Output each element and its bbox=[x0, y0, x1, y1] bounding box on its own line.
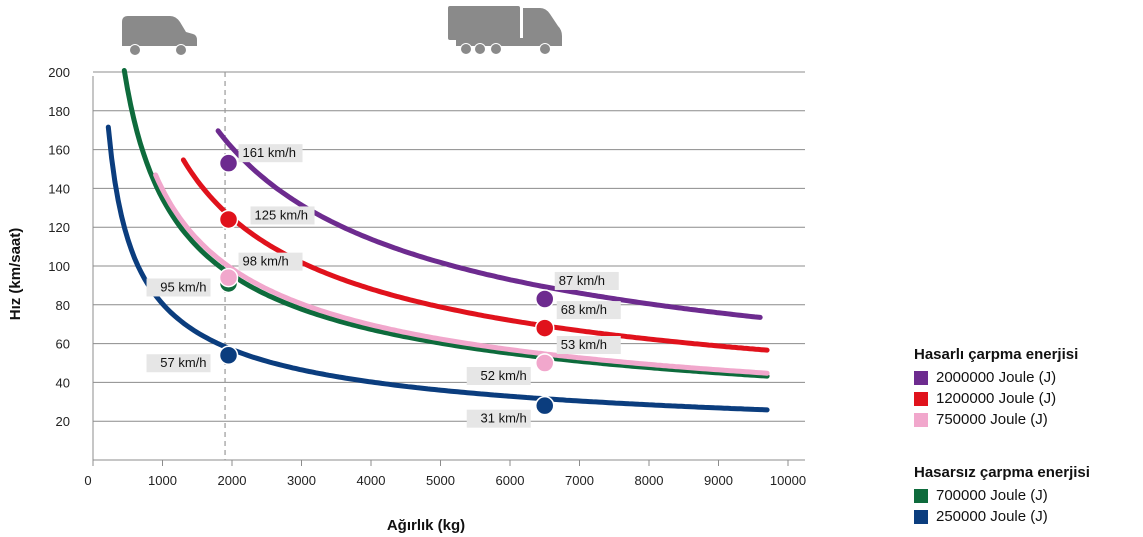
legend-label: 750000 Joule (J) bbox=[936, 411, 1048, 428]
y-axis-title: Hız (km/saat) bbox=[7, 228, 24, 321]
data-label-bg bbox=[556, 301, 621, 320]
legend-swatch bbox=[914, 412, 928, 427]
x-tick-label: 10000 bbox=[770, 473, 806, 488]
data-point bbox=[535, 318, 555, 338]
data-label: 125 km/h bbox=[255, 207, 308, 222]
x-tick-label: 1000 bbox=[148, 473, 177, 488]
y-tick-label: 120 bbox=[48, 220, 70, 235]
data-label: 52 km/h bbox=[481, 368, 527, 383]
data-point bbox=[535, 353, 555, 373]
data-label: 161 km/h bbox=[243, 145, 296, 160]
legend-item: 1200000 Joule (J) bbox=[914, 388, 1078, 409]
legend-title-undamaged: Hasarsız çarpma enerjisi bbox=[914, 464, 1090, 481]
y-tick-label: 20 bbox=[56, 414, 70, 429]
series-line bbox=[180, 157, 770, 353]
data-label-bg bbox=[466, 367, 531, 385]
legend-label: 700000 Joule (J) bbox=[936, 487, 1048, 504]
data-label-bg bbox=[238, 252, 303, 271]
x-tick-label: 9000 bbox=[704, 473, 733, 488]
legend-swatch bbox=[914, 509, 928, 524]
legend-item: 250000 Joule (J) bbox=[914, 506, 1090, 527]
vehicle-icons bbox=[122, 6, 562, 56]
data-label-bg bbox=[466, 409, 531, 428]
data-point bbox=[218, 209, 239, 230]
legend-item: 2000000 Joule (J) bbox=[914, 367, 1078, 388]
series-line bbox=[153, 172, 770, 376]
car-icon bbox=[122, 16, 197, 56]
legend-swatch bbox=[914, 488, 928, 503]
x-tick-label: 5000 bbox=[426, 473, 455, 488]
x-tick-label: 0 bbox=[84, 473, 91, 488]
legend-label: 250000 Joule (J) bbox=[936, 508, 1048, 525]
y-tick-label: 180 bbox=[48, 104, 70, 119]
data-label-bg bbox=[554, 271, 619, 290]
truck-icon bbox=[448, 6, 562, 55]
data-point bbox=[218, 345, 239, 365]
legend-title-damaged: Hasarlı çarpma enerjisi bbox=[914, 346, 1079, 363]
legend-damaged: Hasarlı çarpma enerjisi 2000000 Joule (J… bbox=[914, 346, 1078, 430]
data-point bbox=[218, 267, 239, 288]
data-label: 53 km/h bbox=[561, 337, 607, 352]
legend-item: 750000 Joule (J) bbox=[914, 409, 1078, 430]
series-markers bbox=[218, 153, 555, 416]
data-label-bg bbox=[146, 278, 211, 297]
data-label-bg bbox=[238, 144, 303, 163]
y-tick-label: 200 bbox=[48, 65, 70, 80]
data-label: 68 km/h bbox=[561, 302, 607, 317]
data-point bbox=[218, 153, 239, 173]
data-point bbox=[535, 289, 555, 309]
legend-swatch bbox=[914, 391, 928, 406]
y-tick-label: 100 bbox=[48, 259, 70, 274]
x-tick-label: 3000 bbox=[287, 473, 316, 488]
series-line bbox=[105, 124, 770, 413]
y-tick-label: 80 bbox=[56, 298, 70, 313]
x-axis-title: Ağırlık (kg) bbox=[387, 517, 465, 534]
x-tick-label: 6000 bbox=[496, 473, 525, 488]
data-label: 31 km/h bbox=[481, 411, 527, 426]
y-tick-label: 140 bbox=[48, 181, 70, 196]
data-label-bg bbox=[556, 336, 621, 354]
data-label-bg bbox=[146, 354, 211, 373]
legend-label: 2000000 Joule (J) bbox=[936, 369, 1057, 386]
legend-label: 1200000 Joule (J) bbox=[936, 390, 1057, 407]
x-tick-label: 4000 bbox=[357, 473, 386, 488]
legend-item: 700000 Joule (J) bbox=[914, 485, 1090, 506]
legend-undamaged: Hasarsız çarpma enerjisi 700000 Joule (J… bbox=[914, 464, 1090, 527]
x-tick-label: 8000 bbox=[635, 473, 664, 488]
y-tick-label: 60 bbox=[56, 337, 70, 352]
data-label: 98 km/h bbox=[243, 254, 289, 269]
data-label-bg bbox=[250, 206, 315, 225]
data-label: 57 km/h bbox=[160, 355, 206, 370]
y-tick-label: 160 bbox=[48, 143, 70, 158]
data-point bbox=[535, 395, 555, 416]
data-label: 87 km/h bbox=[559, 273, 605, 288]
legend-swatch bbox=[914, 370, 928, 385]
y-tick-label: 40 bbox=[56, 375, 70, 390]
data-label: 95 km/h bbox=[160, 279, 206, 294]
data-labels: 161 km/h 87 km/h 125 km/h 68 km/h 98 km/h 53 … bbox=[146, 144, 621, 428]
x-tick-label: 7000 bbox=[565, 473, 594, 488]
x-tick-label: 2000 bbox=[218, 473, 247, 488]
